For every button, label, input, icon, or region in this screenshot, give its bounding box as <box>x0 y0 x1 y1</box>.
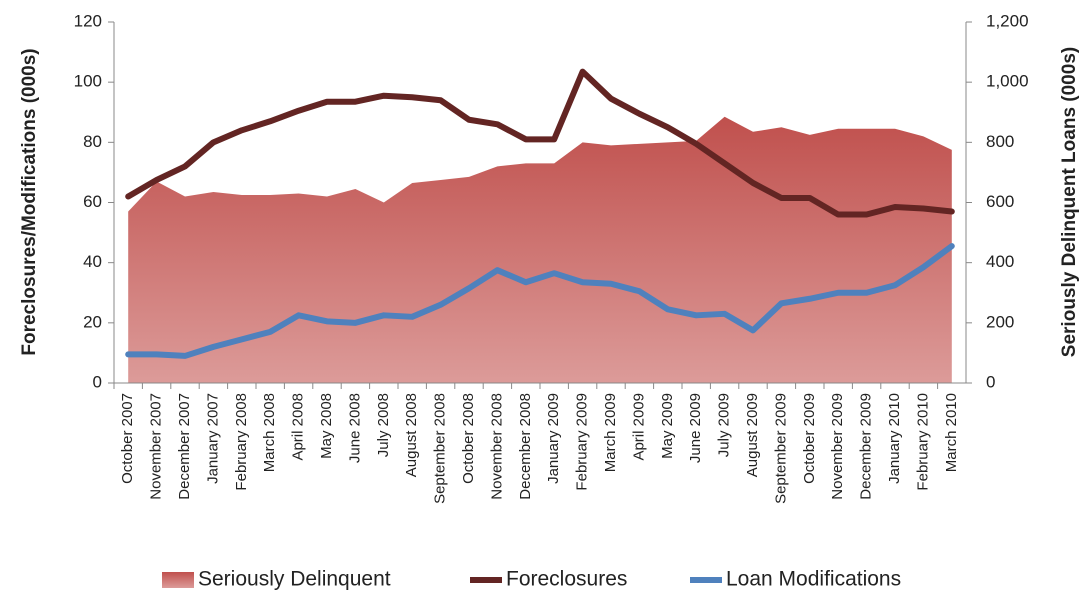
y2-tick-label: 200 <box>986 312 1014 331</box>
y2-tick-label: 600 <box>986 192 1014 211</box>
y2-tick-label: 400 <box>986 252 1014 271</box>
line <box>125 68 955 218</box>
y-tick-label: 40 <box>83 252 102 271</box>
x-tick-label: March 2010 <box>943 393 960 472</box>
x-tick-label: February 2008 <box>233 393 250 491</box>
y-axis-title: Foreclosures/Modifications (000s) <box>19 48 40 355</box>
x-tick-label: November 2008 <box>488 393 505 500</box>
y2-tick-label: 1,000 <box>986 72 1029 91</box>
x-tick-label: February 2010 <box>914 393 931 491</box>
x-tick-label: January 2007 <box>204 393 221 484</box>
x-tick-label: May 2009 <box>659 393 676 459</box>
line <box>125 243 955 359</box>
x-tick-label: September 2009 <box>772 393 789 504</box>
x-tick-label: September 2008 <box>432 393 449 504</box>
x-tick-label: May 2008 <box>318 393 335 459</box>
y-tick-label: 80 <box>83 132 102 151</box>
legend-label: Loan Modifications <box>726 568 901 591</box>
y-tick-label: 60 <box>83 192 102 211</box>
legend-label: Foreclosures <box>506 568 627 591</box>
x-tick-label: January 2009 <box>545 393 562 484</box>
x-tick-label: July 2008 <box>375 393 392 457</box>
legend-swatch <box>162 572 194 588</box>
x-tick-label: October 2007 <box>119 393 136 484</box>
y-tick-label: 100 <box>74 72 102 91</box>
x-tick-label: October 2009 <box>801 393 818 484</box>
y2-axis-title: Seriously Delinquent Loans (000s) <box>1059 47 1080 357</box>
x-tick-label: November 2009 <box>829 393 846 500</box>
x-tick-label: July 2009 <box>716 393 733 457</box>
legend-label: Seriously Delinquent <box>198 568 391 591</box>
x-tick-label: February 2009 <box>574 393 591 491</box>
x-tick-label: November 2007 <box>148 393 165 500</box>
x-tick-label: January 2010 <box>886 393 903 484</box>
x-tick-label: June 2008 <box>346 393 363 463</box>
y-tick-label: 120 <box>74 11 102 30</box>
x-tick-label: August 2008 <box>403 393 420 477</box>
y-tick-label: 20 <box>83 312 102 331</box>
y2-tick-label: 1,200 <box>986 11 1029 30</box>
y2-tick-label: 800 <box>986 132 1014 151</box>
y2-tick-label: 0 <box>986 372 995 391</box>
x-tick-label: June 2009 <box>687 393 704 463</box>
x-tick-label: April 2008 <box>290 393 307 461</box>
x-tick-label: March 2008 <box>261 393 278 472</box>
x-tick-label: April 2009 <box>630 393 647 461</box>
area <box>128 116 952 383</box>
x-tick-label: December 2009 <box>858 393 875 500</box>
x-tick-label: December 2007 <box>176 393 193 500</box>
x-tick-label: August 2009 <box>744 393 761 477</box>
x-tick-label: December 2008 <box>517 393 534 500</box>
y-tick-label: 0 <box>93 372 102 391</box>
x-tick-label: October 2008 <box>460 393 477 484</box>
x-tick-label: March 2009 <box>602 393 619 472</box>
